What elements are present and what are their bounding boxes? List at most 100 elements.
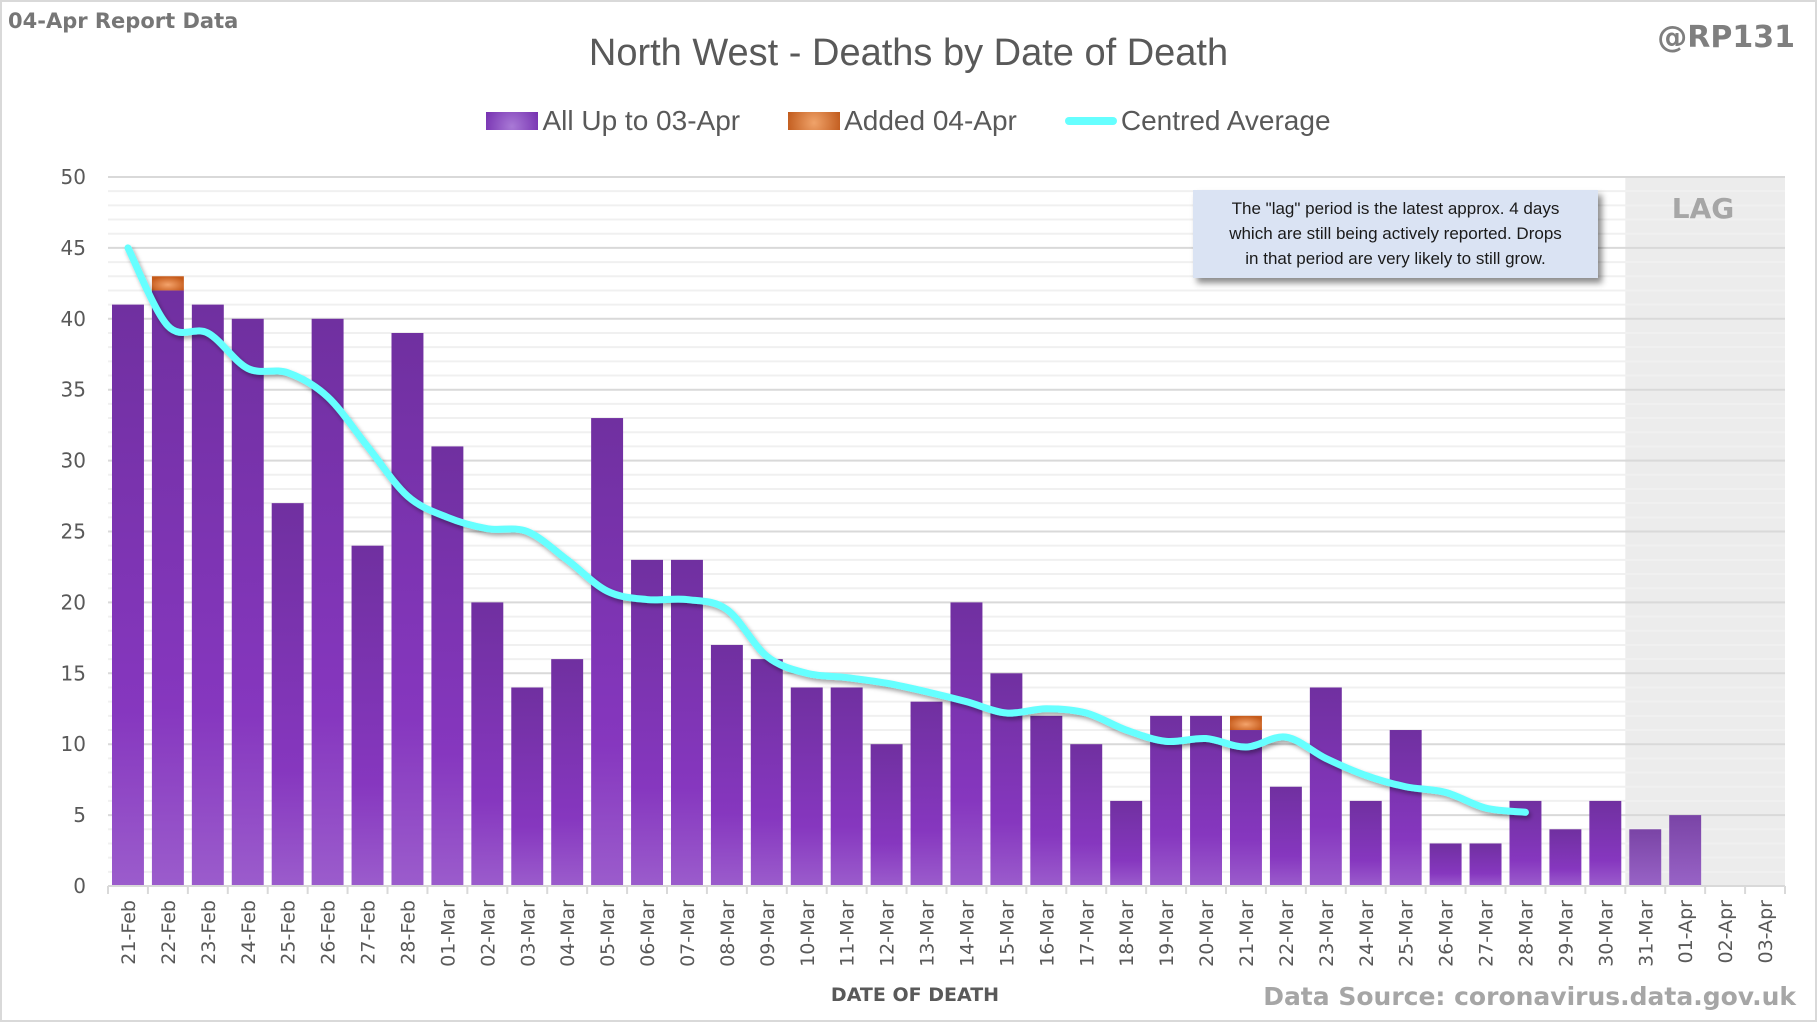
x-tick-label: 20-Mar [1196, 900, 1218, 967]
x-tick-label: 27-Mar [1476, 900, 1498, 967]
data-source: Data Source: coronavirus.data.gov.uk [1263, 982, 1796, 1011]
x-tick-label: 04-Mar [557, 900, 579, 967]
centred-average-line [124, 244, 1529, 816]
legend-item-added: Added 04-Apr [788, 105, 1017, 137]
legend-swatch-orange [788, 112, 841, 130]
x-tick-label: 16-Mar [1036, 900, 1058, 967]
x-tick-label: 06-Mar [637, 900, 659, 967]
bar-all-up-to-03-apr [551, 659, 584, 886]
x-tick-label: 01-Mar [437, 900, 459, 967]
bar-all-up-to-03-apr [351, 545, 384, 886]
x-tick-label: 12-Mar [877, 900, 899, 967]
x-tick-label: 03-Mar [517, 900, 539, 967]
y-tick-label: 5 [73, 803, 86, 827]
x-tick-label: 25-Feb [278, 900, 300, 965]
legend: All Up to 03-Apr Added 04-Apr Centred Av… [0, 105, 1817, 137]
bar-all-up-to-03-apr [1349, 800, 1382, 886]
x-tick-label: 05-Mar [597, 900, 619, 967]
x-tick-label: 28-Feb [397, 900, 419, 965]
bar-all-up-to-03-apr [1190, 715, 1223, 886]
bar-all-up-to-03-apr [1030, 715, 1063, 886]
y-tick-label: 45 [61, 236, 86, 260]
x-tick-label: 10-Mar [797, 900, 819, 967]
x-tick-label: 25-Mar [1396, 900, 1418, 967]
bar-all-up-to-03-apr [631, 559, 664, 886]
bar-all-up-to-03-apr [870, 744, 903, 886]
y-tick-label: 10 [61, 732, 86, 756]
x-tick-label: 21-Mar [1236, 900, 1258, 967]
x-tick-label: 31-Mar [1635, 900, 1657, 967]
x-tick-label: 15-Mar [996, 900, 1018, 967]
x-tick-label: 13-Mar [917, 900, 939, 967]
bar-all-up-to-03-apr [750, 659, 783, 886]
bar-all-up-to-03-apr [1629, 829, 1662, 886]
legend-label: Added 04-Apr [844, 105, 1017, 136]
x-axis-title: DATE OF DEATH [830, 984, 1000, 1006]
annotation-line: which are still being actively reported.… [1229, 224, 1562, 243]
bar-all-up-to-03-apr [111, 304, 144, 886]
bar-all-up-to-03-apr [1389, 730, 1422, 886]
chart-title: North West - Deaths by Date of Death [588, 32, 1229, 74]
bar-all-up-to-03-apr [1589, 800, 1622, 886]
bar-all-up-to-03-apr [1309, 687, 1342, 886]
x-tick-label: 24-Feb [238, 900, 260, 965]
bar-all-up-to-03-apr [1110, 800, 1143, 886]
bar-all-up-to-03-apr [710, 644, 743, 886]
y-tick-label: 35 [61, 378, 86, 402]
bar-all-up-to-03-apr [910, 701, 943, 886]
x-tick-label: 26-Mar [1436, 900, 1458, 967]
x-tick-label: 24-Mar [1356, 900, 1378, 967]
bar-all-up-to-03-apr [151, 290, 184, 886]
legend-label: All Up to 03-Apr [542, 105, 741, 136]
bar-all-up-to-03-apr [231, 318, 264, 886]
bar-all-up-to-03-apr [950, 602, 983, 886]
x-tick-label: 02-Apr [1715, 900, 1737, 964]
x-tick-label: 08-Mar [717, 900, 739, 967]
y-tick-label: 30 [61, 449, 86, 473]
x-tick-label: 07-Mar [677, 900, 699, 967]
x-tick-label: 22-Mar [1276, 900, 1298, 967]
bar-all-up-to-03-apr [271, 503, 304, 886]
x-tick-label: 11-Mar [837, 900, 859, 967]
x-tick-label: 26-Feb [318, 900, 340, 965]
x-tick-label: 01-Apr [1675, 900, 1697, 964]
x-tick-label: 09-Mar [757, 900, 779, 967]
x-tick-label: 22-Feb [158, 900, 180, 965]
bar-all-up-to-03-apr [1429, 843, 1462, 886]
y-tick-label: 50 [61, 165, 86, 189]
bar-all-up-to-03-apr [191, 304, 224, 886]
x-tick-label: 29-Mar [1555, 900, 1577, 967]
x-tick-label: 18-Mar [1116, 900, 1138, 967]
legend-item-all: All Up to 03-Apr [486, 105, 740, 137]
x-tick-label: 17-Mar [1076, 900, 1098, 967]
bar-all-up-to-03-apr [1669, 815, 1702, 886]
legend-label: Centred Average [1120, 105, 1331, 136]
author-handle: @RP131 [1657, 20, 1795, 55]
x-tick-label: 28-Mar [1515, 900, 1537, 967]
y-tick-label: 15 [61, 661, 86, 685]
x-tick-label: 03-Apr [1755, 900, 1777, 964]
x-tick-label: 19-Mar [1156, 900, 1178, 967]
legend-swatch-purple [486, 112, 539, 130]
y-tick-label: 25 [61, 520, 86, 544]
x-tick-label: 21-Feb [118, 900, 140, 965]
bar-all-up-to-03-apr [471, 602, 504, 886]
bar-all-up-to-03-apr [391, 332, 424, 887]
x-tick-label: 02-Mar [477, 900, 499, 967]
bar-all-up-to-03-apr [670, 559, 703, 886]
x-tick-label: 30-Mar [1595, 900, 1617, 967]
y-tick-label: 40 [61, 307, 86, 331]
bar-all-up-to-03-apr [790, 687, 823, 886]
bar-all-up-to-03-apr [830, 687, 863, 886]
bar-all-up-to-03-apr [1469, 843, 1502, 886]
legend-swatch-line [1064, 117, 1117, 125]
annotation-line: The "lag" period is the latest approx. 4… [1231, 199, 1560, 218]
bar-added-04-apr [151, 276, 184, 291]
lag-label: LAG [1671, 192, 1735, 225]
bar-all-up-to-03-apr [1229, 730, 1262, 886]
bar-all-up-to-03-apr [1070, 744, 1103, 886]
bar-all-up-to-03-apr [1549, 829, 1582, 886]
bar-all-up-to-03-apr [990, 673, 1023, 886]
x-tick-label: 27-Feb [358, 900, 380, 965]
